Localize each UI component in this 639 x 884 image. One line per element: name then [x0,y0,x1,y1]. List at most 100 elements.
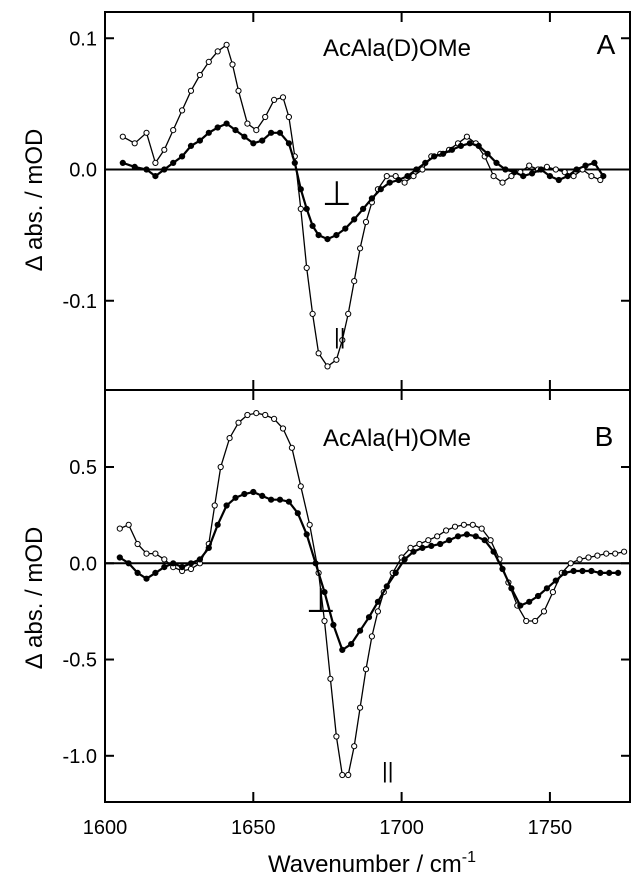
panel-b-point-parallel [613,551,618,556]
panel-a-point-perpendicular [503,167,508,172]
panel-a-point-perpendicular [286,141,291,146]
panel-b-point-parallel [289,445,294,450]
x-tick-label: 1650 [231,817,276,839]
x-tick-label: 1750 [528,817,573,839]
panel-b-point-parallel [212,503,217,508]
panel-a-point-perpendicular [325,236,330,241]
panel-b-point-parallel [346,772,351,777]
panel-a-y-axis-label: Δ abs. / mOD [21,129,48,272]
panel-b-point-perpendicular [607,570,612,575]
panel-a-point-parallel [346,311,351,316]
panel-b-point-perpendicular [242,491,247,496]
panel-b-point-parallel [352,744,357,749]
panel-b-point-perpendicular [179,564,184,569]
panel-a-point-perpendicular [485,151,490,156]
panel-a-point-parallel [500,180,505,185]
panel-a-point-parallel [162,147,167,152]
panel-a-point-perpendicular [144,167,149,172]
panel-a-point-perpendicular [556,177,561,182]
panel-b-point-parallel [334,734,339,739]
panel-a-point-perpendicular [601,173,606,178]
panel-a-point-parallel [316,351,321,356]
panel-a-point-perpendicular [197,138,202,143]
x-axis-label-text: Wavenumber / cm [268,851,462,878]
panel-b-point-perpendicular [286,499,291,504]
panel-a-point-perpendicular [352,217,357,222]
panel-b-point-perpendicular [589,568,594,573]
panel-b-point-parallel [595,553,600,558]
panel-b-point-perpendicular [126,561,131,566]
panel-b-y-tick-label: -0.5 [63,650,97,672]
panel-b-point-perpendicular [375,599,380,604]
panel-a-point-parallel [334,357,339,362]
panel-b-point-perpendicular [527,599,532,604]
panel-b-y-tick-label: 0.0 [69,553,97,575]
panel-b-point-perpendicular [518,603,523,608]
panel-b-point-parallel [426,538,431,543]
panel-b-point-parallel [263,412,268,417]
panel-a-point-perpendicular [583,163,588,168]
panel-b-point-parallel [227,436,232,441]
panel-a-point-parallel [491,174,496,179]
panel-b-point-parallel [550,590,555,595]
panel-a-point-perpendicular [521,173,526,178]
panel-a-point-parallel [272,97,277,102]
panel-b-point-perpendicular [260,493,265,498]
panel-a-letter: A [597,29,616,60]
panel-a-annotation: AcAla(D)OMe [323,35,471,62]
panel-b-point-perpendicular [438,541,443,546]
panel-b-point-perpendicular [500,566,505,571]
panel-b-point-perpendicular [268,497,273,502]
panel-b-point-parallel [541,609,546,614]
panel-b-point-perpendicular [411,549,416,554]
panel-b-point-parallel [452,524,457,529]
panel-a-par-marker: || [334,324,345,349]
x-axis-ticks: 1600165017001750 [83,817,572,839]
panel-b-point-perpendicular [153,570,158,575]
x-axis-label-superscript: -1 [462,849,476,866]
panel-a-point-parallel [589,174,594,179]
panel-a-point-perpendicular [251,141,256,146]
panel-a-point-perpendicular [215,125,220,130]
panel-a-point-parallel [402,180,407,185]
panel-a: 0.10.0-0.1 AcAla(D)OMe A ⊥ || [63,12,630,390]
x-tick-label: 1600 [83,817,128,839]
panel-b-point-perpendicular [491,549,496,554]
panel-b-point-perpendicular [277,497,282,502]
panel-b-point-perpendicular [455,534,460,539]
panel-b-point-perpendicular [331,622,336,627]
panel-b-point-parallel [524,618,529,623]
x-axis-label: Wavenumber / cm-1 [268,849,476,878]
panel-b-point-parallel [435,534,440,539]
panel-b-point-parallel [444,528,449,533]
panel-b-point-perpendicular [562,570,567,575]
panel-a-point-parallel [224,42,229,47]
panel-b-point-parallel [358,705,363,710]
panel-a-point-perpendicular [298,187,303,192]
panel-b-point-perpendicular [251,489,256,494]
panel-a-point-perpendicular [304,206,309,211]
panel-a-point-parallel [215,49,220,54]
panel-b-point-perpendicular [473,534,478,539]
panel-a-point-perpendicular [162,167,167,172]
panel-b-point-parallel [144,551,149,556]
panel-b-point-perpendicular [464,532,469,537]
panel-a-point-perpendicular [592,160,597,165]
panel-a-point-parallel [352,279,357,284]
panel-b-point-parallel [369,634,374,639]
panel-a-point-perpendicular [494,160,499,165]
panel-b-point-perpendicular [393,570,398,575]
panel-b-point-perpendicular [117,555,122,560]
panel-a-point-perpendicular [414,167,419,172]
panel-b-point-parallel [586,555,591,560]
panel-b-point-perpendicular [144,576,149,581]
panel-a-point-perpendicular [343,226,348,231]
panel-b-point-parallel [126,522,131,527]
panel-b-point-perpendicular [188,561,193,566]
panel-a-point-parallel [325,364,330,369]
panel-a-y-tick-label: 0.1 [69,28,97,50]
panel-b-point-perpendicular [402,557,407,562]
panel-b-point-perpendicular [215,522,220,527]
panel-b-point-perpendicular [135,570,140,575]
panel-a-point-perpendicular [224,121,229,126]
